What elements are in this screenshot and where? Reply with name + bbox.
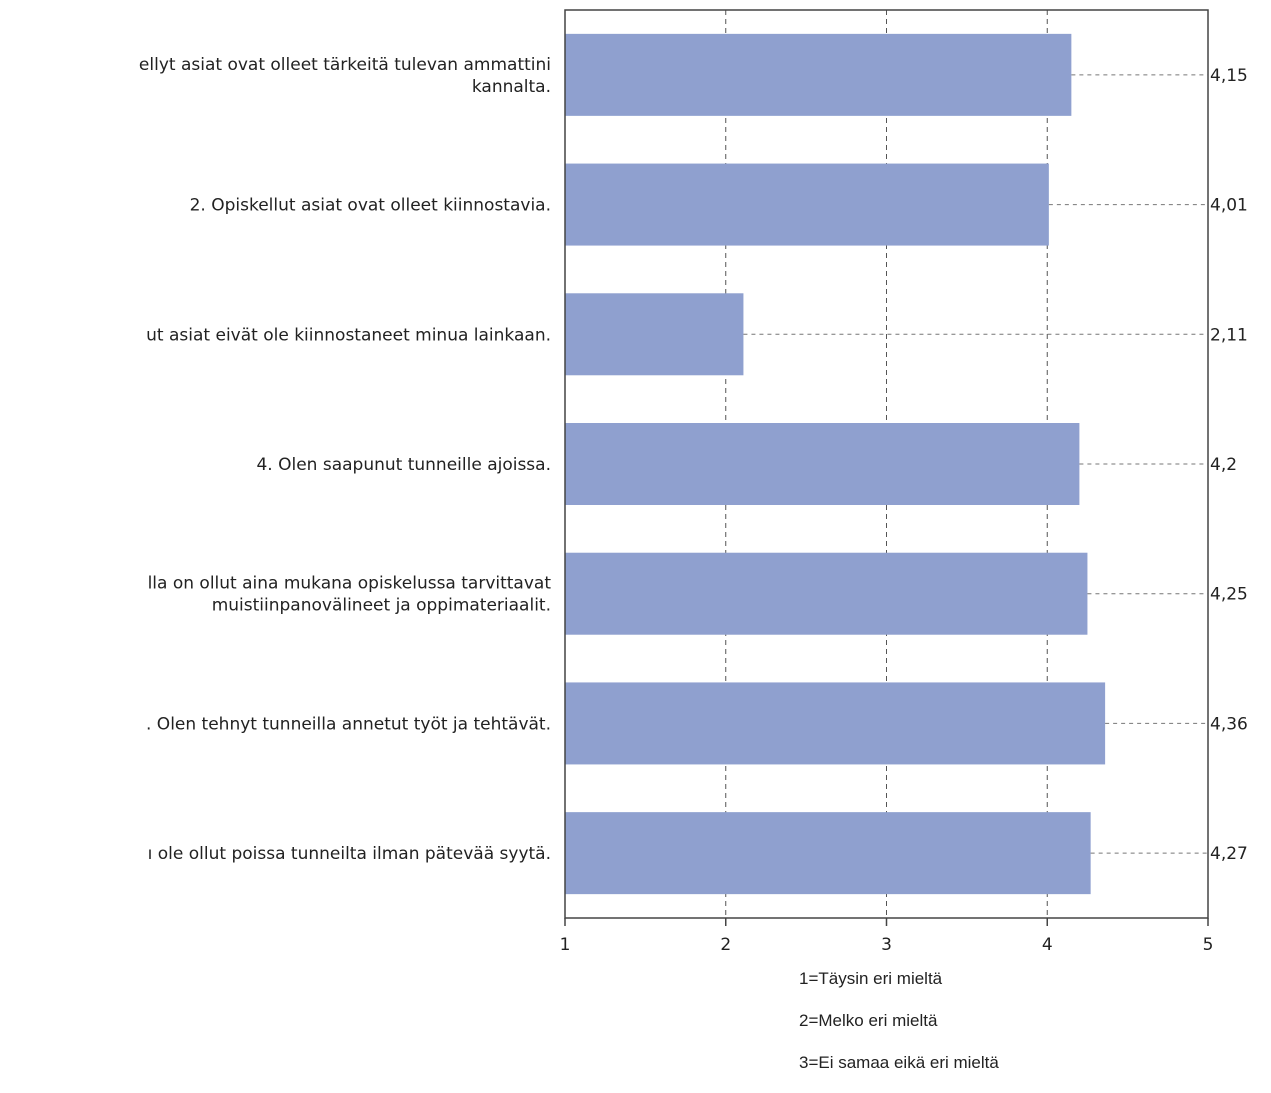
category-label: ut asiat eivät ole kiinnostaneet minua l… (146, 325, 551, 345)
category-label-line: 4. Olen saapunut tunneille ajoissa. (256, 455, 551, 475)
category-label: . Olen tehnyt tunneilla annetut työt ja … (146, 714, 551, 734)
value-label: 4,01 (1210, 196, 1248, 216)
bar (565, 812, 1091, 895)
value-label: 4,27 (1210, 844, 1248, 864)
category-label: ellyt asiat ovat olleet tärkeitä tulevan… (139, 55, 551, 97)
category-label-line: lla on ollut aina mukana opiskelussa tar… (148, 574, 552, 594)
bar (565, 293, 744, 376)
legend-note: 1=Täysin eri mieltä (799, 969, 943, 988)
x-tick-label: 1 (560, 935, 571, 955)
value-label: 4,2 (1210, 455, 1237, 475)
category-label: lla on ollut aina mukana opiskelussa tar… (148, 574, 552, 616)
value-labels: 4,15 4,01 2,11 4,2 4,25 4,36 4,27 (1210, 66, 1248, 864)
category-label-line: ellyt asiat ovat olleet tärkeitä tulevan… (139, 55, 551, 75)
bar (565, 552, 1088, 635)
category-label: ı ole ollut poissa tunneilta ilman pätev… (148, 844, 551, 864)
category-label-line: ut asiat eivät ole kiinnostaneet minua l… (146, 325, 551, 345)
scale-legend: 1=Täysin eri mieltä 2=Melko eri mieltä 3… (799, 967, 999, 1093)
value-label: 2,11 (1210, 325, 1248, 345)
x-tick-label: 2 (720, 935, 731, 955)
bar (565, 33, 1072, 116)
bar (565, 163, 1049, 246)
category-label-line: . Olen tehnyt tunneilla annetut työt ja … (146, 714, 551, 734)
category-label-line: kannalta. (472, 77, 551, 97)
bars (565, 33, 1106, 895)
x-axis-ticks: 1 2 3 4 5 (560, 918, 1214, 955)
legend-note: 2=Melko eri mieltä (799, 1011, 938, 1030)
x-tick-label: 4 (1042, 935, 1053, 955)
category-label-line: ı ole ollut poissa tunneilta ilman pätev… (148, 844, 551, 864)
value-label: 4,36 (1210, 714, 1248, 734)
legend-note: 3=Ei samaa eikä eri mieltä (799, 1053, 999, 1072)
category-labels: ellyt asiat ovat olleet tärkeitä tulevan… (139, 55, 551, 864)
value-label: 4,15 (1210, 66, 1248, 86)
value-label: 4,25 (1210, 585, 1248, 605)
bar (565, 682, 1106, 765)
value-leader-lines (743, 74, 1208, 854)
category-label: 4. Olen saapunut tunneille ajoissa. (256, 455, 551, 475)
x-tick-label: 5 (1203, 935, 1214, 955)
category-label: 2. Opiskellut asiat ovat olleet kiinnost… (190, 196, 551, 216)
x-tick-label: 3 (881, 935, 892, 955)
bar (565, 423, 1080, 505)
category-label-line: muistiinpanovälineet ja oppimateriaalit. (212, 596, 551, 616)
category-label-line: 2. Opiskellut asiat ovat olleet kiinnost… (190, 196, 551, 216)
